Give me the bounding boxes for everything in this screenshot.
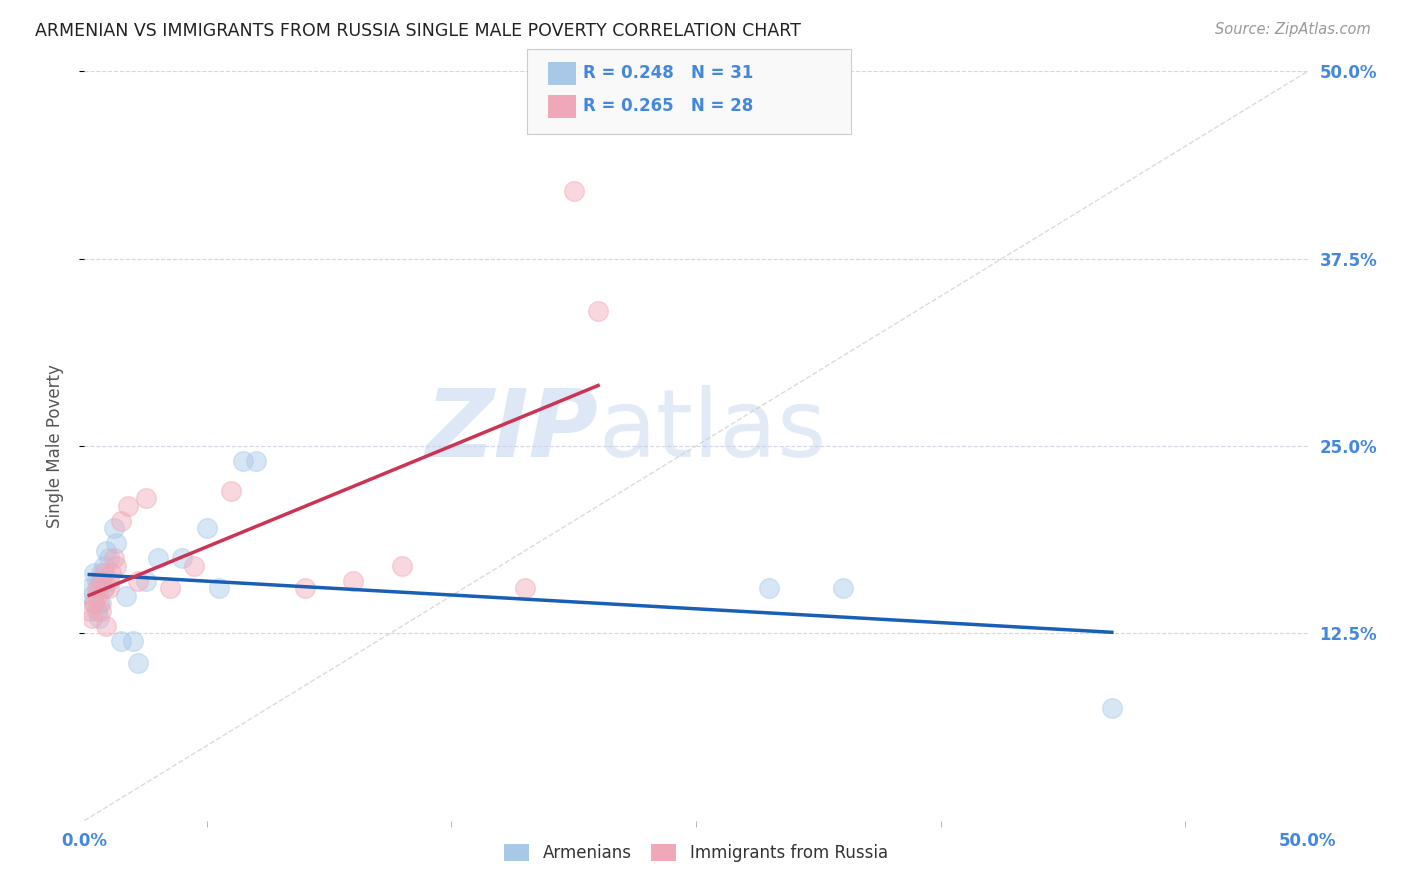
Point — [87, 611, 110, 625]
Point — [77, 604, 100, 618]
Point — [87, 582, 110, 596]
Point — [183, 558, 205, 573]
Point — [110, 514, 132, 528]
Y-axis label: Single Male Poverty: Single Male Poverty — [45, 364, 63, 528]
Point — [172, 551, 194, 566]
Point — [96, 544, 118, 558]
Point — [97, 551, 120, 566]
Point — [294, 582, 316, 596]
Point — [83, 566, 105, 581]
Point — [87, 596, 110, 610]
Point — [97, 574, 120, 588]
Point — [195, 521, 218, 535]
Point — [135, 491, 157, 506]
Point — [90, 596, 112, 610]
Point — [77, 582, 100, 596]
Point — [135, 574, 157, 588]
Point — [90, 604, 112, 618]
Point — [219, 483, 242, 498]
Point — [103, 551, 125, 566]
Point — [586, 304, 609, 318]
Text: ZIP: ZIP — [425, 385, 598, 477]
Point — [97, 582, 120, 596]
Point — [342, 574, 364, 588]
Point — [90, 566, 112, 581]
Point — [115, 589, 138, 603]
Point — [105, 558, 128, 573]
Point — [831, 582, 853, 596]
Point — [83, 596, 105, 610]
Point — [93, 558, 115, 573]
Point — [86, 582, 108, 596]
Point — [103, 521, 125, 535]
Text: Source: ZipAtlas.com: Source: ZipAtlas.com — [1215, 22, 1371, 37]
Point — [232, 454, 254, 468]
Point — [93, 582, 115, 596]
Point — [105, 536, 128, 550]
Point — [86, 574, 108, 588]
Text: ARMENIAN VS IMMIGRANTS FROM RUSSIA SINGLE MALE POVERTY CORRELATION CHART: ARMENIAN VS IMMIGRANTS FROM RUSSIA SINGL… — [35, 22, 801, 40]
Point — [122, 633, 145, 648]
Point — [80, 611, 103, 625]
Text: R = 0.248   N = 31: R = 0.248 N = 31 — [583, 64, 754, 82]
Point — [83, 596, 105, 610]
Text: atlas: atlas — [598, 385, 827, 477]
Point — [96, 619, 118, 633]
Legend: Armenians, Immigrants from Russia: Armenians, Immigrants from Russia — [498, 837, 894, 869]
Point — [127, 657, 149, 671]
Point — [513, 582, 536, 596]
Point — [93, 566, 115, 581]
Point — [110, 633, 132, 648]
Point — [159, 582, 181, 596]
Point — [93, 582, 115, 596]
Point — [80, 589, 103, 603]
Point — [90, 574, 112, 588]
Point — [146, 551, 169, 566]
Point — [100, 566, 122, 581]
Point — [758, 582, 780, 596]
Point — [208, 582, 231, 596]
Point — [86, 589, 108, 603]
Point — [127, 574, 149, 588]
Point — [391, 558, 413, 573]
Point — [86, 604, 108, 618]
Point — [562, 184, 585, 198]
Point — [117, 499, 139, 513]
Text: R = 0.265   N = 28: R = 0.265 N = 28 — [583, 97, 754, 115]
Point — [245, 454, 267, 468]
Point — [1101, 701, 1123, 715]
